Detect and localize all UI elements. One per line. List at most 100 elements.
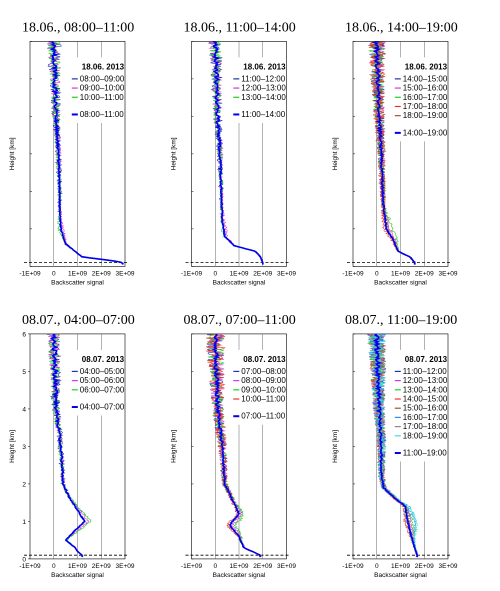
legend-date: 18.06. 2013 [82, 62, 125, 71]
y-tick-label: 5 [22, 369, 26, 376]
x-tick-label: 1E+09 [68, 270, 87, 277]
x-tick-label: 2E+09 [92, 270, 111, 277]
legend-entry: 04:00–05:00 [80, 367, 125, 376]
legend-box [229, 349, 283, 425]
legend-box [67, 57, 121, 123]
panel-1: 18.06., 08:00–11:00 -1E+09 0 1E+09 2E+09 3E+0… [9, 20, 135, 286]
x-axis-label: Backscatter signal [374, 572, 427, 579]
mean-line [211, 333, 262, 558]
x-tick-label: -1E+09 [19, 270, 41, 277]
x-tick-label: 0 [213, 563, 217, 570]
x-tick-label: 3E+09 [439, 563, 458, 570]
panel-title: 08.07., 04:00–07:00 [22, 313, 135, 328]
x-tick-label: -1E+09 [181, 563, 203, 570]
panel-title: 18.06., 14:00–19:00 [345, 20, 458, 35]
panel-4: 08.07., 04:00–07:00-1E+09 0 1E+09 2E+09 3E+0… [9, 313, 135, 579]
series-line [368, 41, 416, 265]
legend-entry: 07:00–08:00 [241, 367, 286, 376]
legend-entry: 06:00–07:00 [80, 385, 125, 394]
x-tick-label: 2E+09 [415, 270, 434, 277]
x-tick-label: 2E+09 [253, 270, 272, 277]
series-line [367, 333, 419, 558]
legend-entry: 08:00–09:00 [241, 376, 286, 385]
panel-title: 08.07., 11:00–19:00 [345, 313, 457, 328]
legend-entry: 12:00–13:00 [241, 84, 286, 93]
x-tick-label: 1E+09 [68, 563, 87, 570]
x-tick-label: 0 [375, 270, 379, 277]
panel-title: 08.07., 07:00–11:00 [184, 313, 296, 328]
mean-line [372, 333, 419, 558]
legend-date: 08.07. 2013 [405, 355, 448, 364]
legend-entry: 18:00–19:00 [403, 431, 448, 440]
legend-entry: 16:00–17:00 [403, 413, 448, 422]
legend-entry-mean: 11:00–19:00 [403, 449, 447, 458]
x-tick-label: 0 [213, 270, 217, 277]
y-axis-label: Height [km] [171, 430, 178, 463]
legend-box [229, 57, 283, 123]
legend-entry: 16:00–17:00 [403, 93, 448, 102]
x-tick-label: 1E+09 [230, 270, 249, 277]
y-tick-label: 3 [22, 444, 26, 451]
legend-entry: 14:00–15:00 [403, 74, 448, 83]
x-tick-label: -1E+09 [342, 563, 364, 570]
y-axis-label: Height [km] [9, 137, 16, 170]
legend-date: 08.07. 2013 [243, 355, 286, 364]
x-tick-label: 1E+09 [391, 270, 410, 277]
y-axis-label: Height [km] [171, 137, 178, 170]
x-tick-label: -1E+09 [342, 270, 364, 277]
x-tick-label: 2E+09 [253, 563, 272, 570]
mean-line [212, 41, 264, 265]
legend-entry: 11:00–12:00 [241, 74, 285, 83]
legend-box [390, 57, 444, 142]
legend-entry: 12:00–13:00 [403, 376, 448, 385]
legend-entry-mean: 04:00–07:00 [80, 403, 125, 412]
legend-entry: 17:00–18:00 [403, 422, 448, 431]
x-tick-label: 3E+09 [277, 270, 296, 277]
y-tick-label: 2 [22, 481, 26, 488]
x-tick-label: -1E+09 [181, 270, 203, 277]
x-axis-label: Backscatter signal [51, 572, 104, 579]
legend-entry-mean: 14:00–19:00 [403, 128, 448, 137]
y-tick-label: 0 [22, 556, 26, 563]
legend-entry: 11:00–12:00 [403, 367, 447, 376]
legend-box [390, 349, 444, 462]
legend-entry: 15:00–16:00 [403, 404, 448, 413]
y-axis-label: Height [km] [9, 430, 16, 463]
y-axis-label: Height [km] [332, 137, 339, 170]
legend-entry-mean: 07:00–11:00 [241, 412, 285, 421]
x-tick-label: 3E+09 [116, 563, 135, 570]
y-tick-label: 1 [22, 519, 26, 526]
legend-entry: 18:00–19:00 [403, 111, 448, 120]
panel-title: 18.06., 08:00–11:00 [22, 20, 134, 35]
legend-entry: 09:00–10:00 [241, 385, 286, 394]
legend-entry: 08:00–09:00 [80, 74, 125, 83]
series-line [368, 333, 419, 558]
legend-date: 08.07. 2013 [82, 355, 125, 364]
x-tick-label: 1E+09 [391, 563, 410, 570]
x-axis-label: Backscatter signal [213, 572, 266, 579]
legend-entry: 14:00–15:00 [403, 395, 448, 404]
y-tick-label: 4 [22, 406, 26, 413]
legend-entry: 05:00–06:00 [80, 376, 125, 385]
y-tick-label: 6 [22, 331, 26, 338]
legend-date: 18.06. 2013 [243, 62, 286, 71]
x-tick-label: 2E+09 [415, 563, 434, 570]
panel-title: 18.06., 11:00–14:00 [184, 20, 296, 35]
x-tick-label: 3E+09 [277, 563, 296, 570]
mean-line [49, 41, 124, 265]
panel-6: 08.07., 11:00–19:00 -1E+09 0 1E+09 2E+09 3E+0… [332, 313, 458, 579]
x-tick-label: 3E+09 [116, 270, 135, 277]
mean-line [371, 41, 416, 265]
y-axis-label: Height [km] [332, 430, 339, 463]
legend-box [67, 349, 121, 416]
x-tick-label: 3E+09 [439, 270, 458, 277]
x-axis-label: Backscatter signal [374, 279, 427, 286]
legend-entry-mean: 11:00–14:00 [241, 110, 285, 119]
legend-entry: 10:00–11:00 [80, 93, 124, 102]
legend-entry: 17:00–18:00 [403, 102, 448, 111]
legend-entry: 13:00–14:00 [241, 93, 286, 102]
legend-entry: 13:00–14:00 [403, 385, 448, 394]
panel-5: 08.07., 07:00–11:00 -1E+09 0 1E+09 2E+09 3E+0… [171, 313, 297, 579]
x-tick-label: 2E+09 [92, 563, 111, 570]
